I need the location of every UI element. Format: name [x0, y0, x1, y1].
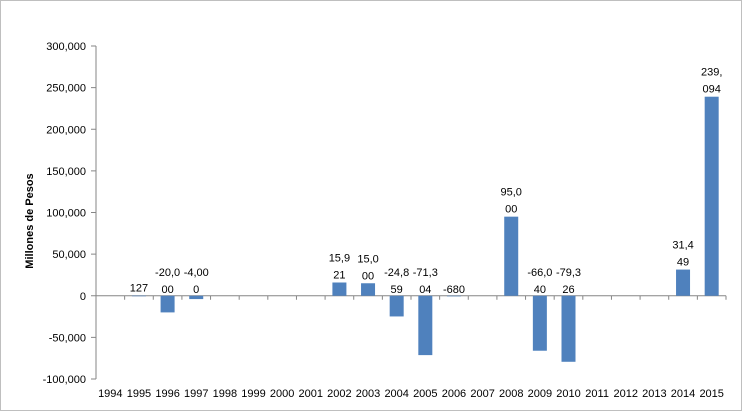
bar-1995 [131, 295, 146, 297]
x-tick-label: 2005 [413, 388, 437, 400]
bars-group [131, 96, 719, 362]
y-tick-label: -50,000 [49, 332, 86, 344]
bar-2008 [504, 216, 519, 296]
data-labels-group: 127 -20,0 00-4,00 0 15,9 21 15,0 00 -24,8 59-71,3… [130, 67, 723, 296]
bar-2014 [676, 269, 691, 296]
y-tick-label: 300,000 [46, 41, 86, 53]
data-label-1995: 127 [130, 283, 148, 295]
bar-2010 [561, 295, 576, 362]
x-tick-label: 2015 [699, 388, 723, 400]
x-tick-label: 1997 [184, 388, 208, 400]
data-label-2014: 31,4 49 [672, 240, 693, 269]
bar-2009 [532, 295, 547, 351]
data-label-2006: -680 [443, 284, 465, 296]
y-tick-label: 50,000 [52, 249, 86, 261]
y-tick-label: -100,000 [43, 374, 86, 386]
bar-2004 [389, 295, 404, 317]
x-tick-label: 2007 [470, 388, 494, 400]
bar-1996 [160, 295, 175, 313]
x-tick-label: 2002 [327, 388, 351, 400]
data-label-2010: -79,3 26 [556, 267, 581, 296]
x-tick-label: 1994 [98, 388, 122, 400]
y-tick-label: 0 [80, 291, 86, 303]
y-tick-label: 150,000 [46, 166, 86, 178]
y-axis-label: Millones de Pesos [24, 173, 36, 268]
x-tick-label: 1999 [241, 388, 265, 400]
x-tick-label: 2004 [384, 388, 408, 400]
bar-2005 [418, 295, 433, 356]
bar-2002 [332, 282, 347, 296]
x-tick-label: 2003 [356, 388, 380, 400]
bar-2003 [361, 283, 376, 296]
data-label-2015: 239, 094 [701, 67, 722, 96]
x-tick-label: 2009 [528, 388, 552, 400]
data-label-2008: 95,0 00 [501, 187, 522, 216]
data-label-2009: -66,0 40 [527, 267, 552, 296]
x-tick-label: 2014 [671, 388, 695, 400]
x-tick-label: 2001 [299, 388, 323, 400]
x-tick-label: 2012 [614, 388, 638, 400]
y-tick-label: 250,000 [46, 83, 86, 95]
x-tick-label: 2006 [442, 388, 466, 400]
y-tick-label: 100,000 [46, 208, 86, 220]
data-label-2002: 15,9 21 [329, 252, 350, 281]
x-tick-label: 2008 [499, 388, 523, 400]
x-tick-label: 2013 [642, 388, 666, 400]
x-tick-label: 2000 [270, 388, 294, 400]
data-label-1996: -20,0 00 [155, 267, 180, 296]
axes-group: 300,000 250,000 200,000 150,000 100,000 50,00… [43, 41, 727, 400]
data-label-2004: -24,8 59 [384, 267, 409, 296]
data-label-1997: -4,00 0 [184, 267, 209, 296]
bar-2006 [446, 295, 461, 297]
x-tick-label: 1996 [155, 388, 179, 400]
data-label-2003: 15,0 00 [357, 253, 378, 282]
x-tick-label: 2011 [585, 388, 609, 400]
bar-1997 [189, 295, 204, 300]
data-label-2005: -71,3 04 [413, 267, 438, 296]
x-tick-label: 2010 [556, 388, 580, 400]
x-tick-label: 1995 [127, 388, 151, 400]
y-tick-label: 200,000 [46, 124, 86, 136]
bar-2015 [704, 96, 719, 296]
x-tick-label: 1998 [213, 388, 237, 400]
